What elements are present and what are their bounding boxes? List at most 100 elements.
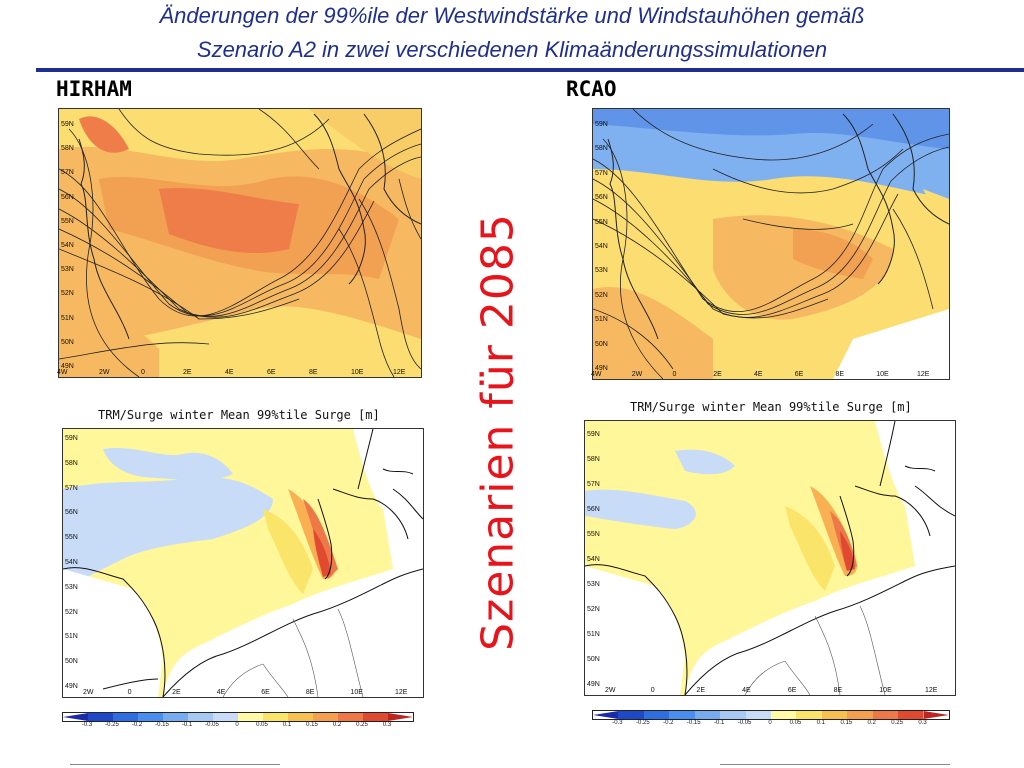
lat-tick-label: 49N — [65, 683, 78, 690]
lon-tick-label: 6E — [267, 369, 276, 376]
colorbar-swatch — [898, 711, 924, 719]
lat-tick-label: 58N — [61, 145, 74, 153]
lat-tick-label: 59N — [61, 121, 74, 128]
colorbar-swatch — [188, 713, 213, 721]
lat-tick-label: 59N — [587, 431, 600, 438]
lat-tick-label: 49N — [595, 365, 608, 372]
colorbar-tick-label: -0.05 — [737, 720, 752, 726]
footer-rule-right — [720, 764, 950, 765]
slide-title-line2: Szenario A2 in zwei verschiedenen Klimaä… — [196, 37, 828, 62]
colorbar-swatch — [593, 711, 619, 719]
lon-tick-label: 4W — [57, 369, 68, 376]
lon-tick-label: 2E — [172, 689, 181, 696]
colorbar-rcao-labels: -0.3 -0.25 -0.2 -0.15 -0.1 -0.05 0 0.05 0.1 0.15 0… — [592, 720, 948, 728]
lat-tick-label: 49N — [587, 681, 600, 688]
colorbar-tick-label: -0.3 — [612, 720, 623, 726]
colorbar-tick-label: 0.2 — [867, 720, 876, 726]
lon-tick-label: 6E — [261, 689, 270, 696]
lon-tick-label: 2E — [696, 687, 705, 694]
colorbar-tick-label: -0.1 — [181, 722, 193, 728]
colorbar-swatch — [796, 711, 822, 719]
colorbar-tick-label: 0.15 — [306, 722, 318, 728]
lat-tick-label: 59N — [65, 435, 78, 442]
lat-tick-label: 50N — [65, 658, 78, 666]
colorbar-tick-label: -0.05 — [205, 722, 219, 728]
lon-tick-label: 12E — [925, 687, 938, 694]
lat-tick-label: 50N — [61, 338, 74, 346]
lon-tick-label: 0 — [127, 689, 132, 696]
colorbar-tick-label: 0.1 — [816, 720, 826, 726]
colorbar-tick-label: 0 — [768, 720, 772, 726]
colorbar-swatch — [213, 713, 238, 721]
colorbar-rcao — [592, 710, 950, 720]
surge-map-hirham-field — [63, 429, 423, 697]
colorbar-hirham — [62, 712, 414, 722]
title-rule — [36, 68, 1024, 72]
lon-tick-label: 0 — [650, 687, 655, 694]
lat-tick-label: 51N — [61, 314, 74, 322]
colorbar-swatch — [872, 711, 899, 719]
colorbar-swatch — [745, 711, 771, 719]
lon-tick-label: 2E — [713, 371, 722, 378]
colorbar-swatch — [288, 713, 313, 721]
colorbar-tick-label: 0.25 — [356, 722, 368, 728]
colorbar-tick-label: 0 — [235, 722, 239, 728]
lat-tick-label: 54N — [61, 242, 74, 249]
lon-tick-label: 6E — [794, 371, 804, 378]
lat-tick-label: 57N — [65, 484, 78, 492]
surge-map-rcao-field — [585, 421, 955, 695]
colorbar-tick-label: -0.2 — [131, 722, 143, 728]
lon-tick-label: 4E — [754, 371, 763, 378]
colorbar-tick-label: 0.2 — [332, 722, 342, 728]
lon-tick-label: 2W — [99, 369, 110, 376]
lat-tick-label: 59N — [595, 121, 608, 128]
surge-map-rcao — [584, 420, 956, 696]
lat-tick-label: 56N — [595, 194, 608, 202]
lat-tick-label: 58N — [65, 459, 78, 467]
lat-tick-label: 55N — [61, 217, 74, 225]
lat-tick-label: 51N — [65, 633, 78, 641]
lat-tick-label: 53N — [595, 267, 608, 275]
wind-map-hirham — [58, 108, 422, 378]
lon-tick-label: 8E — [833, 687, 843, 694]
colorbar-swatch — [770, 711, 797, 719]
lat-tick-label: 55N — [595, 218, 608, 226]
lon-tick-label: 2W — [83, 689, 94, 696]
lat-tick-label: 57N — [595, 169, 608, 177]
colorbar-swatch — [363, 713, 388, 721]
lat-tick-label: 52N — [587, 606, 600, 613]
wind-map-rcao-field — [593, 109, 949, 379]
colorbar-swatch — [720, 711, 746, 719]
colorbar-swatch — [923, 711, 949, 719]
lon-tick-label: 8E — [309, 369, 318, 376]
lon-tick-label: 4W — [591, 371, 602, 378]
colorbar-tick-label: 0.05 — [256, 722, 268, 728]
colorbar-tick-label: -0.15 — [155, 722, 169, 728]
lat-tick-label: 51N — [587, 631, 600, 638]
lon-tick-label: 12E — [395, 689, 408, 696]
wind-map-hirham-field — [59, 109, 421, 377]
lon-tick-label: 4E — [742, 687, 751, 694]
lon-tick-label: 10E — [879, 687, 892, 694]
lat-tick-label: 56N — [65, 509, 78, 517]
lon-tick-label: 6E — [787, 687, 797, 694]
colorbar-swatch — [313, 713, 338, 721]
model-label-hirham: HIRHAM — [56, 77, 132, 101]
colorbar-swatch — [338, 713, 363, 721]
colorbar-swatch — [63, 713, 88, 721]
colorbar-swatch — [263, 713, 288, 721]
colorbar-tick-label: -0.1 — [713, 720, 725, 726]
colorbar-swatch — [694, 711, 721, 719]
slide-title-line1: Änderungen der 99%ile der Westwindstärke… — [159, 3, 865, 28]
colorbar-swatch — [138, 713, 163, 721]
lat-tick-label: 52N — [65, 608, 78, 616]
lat-tick-label: 54N — [595, 243, 608, 250]
lat-tick-label: 49N — [61, 363, 74, 370]
colorbar-tick-label: 0.05 — [789, 720, 802, 726]
lon-tick-label: 10E — [351, 369, 364, 376]
scenario-label-text: Szenarien für 2085 — [472, 213, 524, 651]
lon-tick-label: 8E — [835, 371, 845, 378]
lon-tick-label: 2W — [605, 687, 616, 694]
colorbar-tick-label: 0.15 — [840, 720, 853, 726]
colorbar-swatch — [88, 713, 113, 721]
